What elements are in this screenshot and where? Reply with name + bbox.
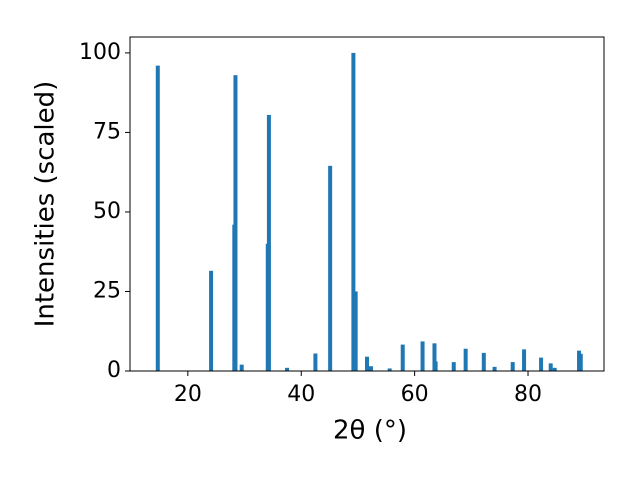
x-tick-label: 20 (174, 382, 202, 407)
bar (351, 52, 356, 372)
bar (353, 291, 358, 371)
bar (420, 341, 425, 371)
y-tick-label: 25 (93, 278, 121, 303)
bar (400, 344, 405, 371)
bar (463, 348, 468, 371)
x-tick-label: 40 (287, 382, 315, 407)
bar (368, 366, 373, 371)
x-tick-label: 80 (514, 382, 542, 407)
bar (365, 356, 369, 371)
bar (481, 352, 486, 371)
x-axis-label: 2θ (°) (333, 416, 407, 446)
plot-frame (129, 36, 605, 372)
bar (313, 353, 318, 371)
bar (266, 114, 271, 371)
bar (492, 366, 497, 371)
bar (433, 361, 438, 371)
bar (539, 357, 544, 371)
bar (209, 270, 214, 371)
bar (155, 65, 160, 371)
y-tick-label: 0 (107, 358, 121, 383)
y-axis-label: Intensities (scaled) (31, 81, 61, 328)
bar (522, 349, 527, 371)
bar (510, 362, 515, 371)
bar (548, 363, 553, 371)
bar (552, 367, 557, 371)
bar (239, 364, 244, 371)
bar (328, 165, 333, 371)
y-tick-label: 75 (93, 119, 121, 144)
bar (578, 353, 583, 371)
y-tick-label: 100 (79, 40, 121, 65)
bar (451, 362, 456, 371)
bar (432, 343, 437, 371)
x-tick-label: 60 (401, 382, 429, 407)
bar (387, 368, 392, 371)
y-tick-label: 50 (93, 199, 121, 224)
bar (285, 367, 290, 371)
bar (233, 75, 238, 372)
